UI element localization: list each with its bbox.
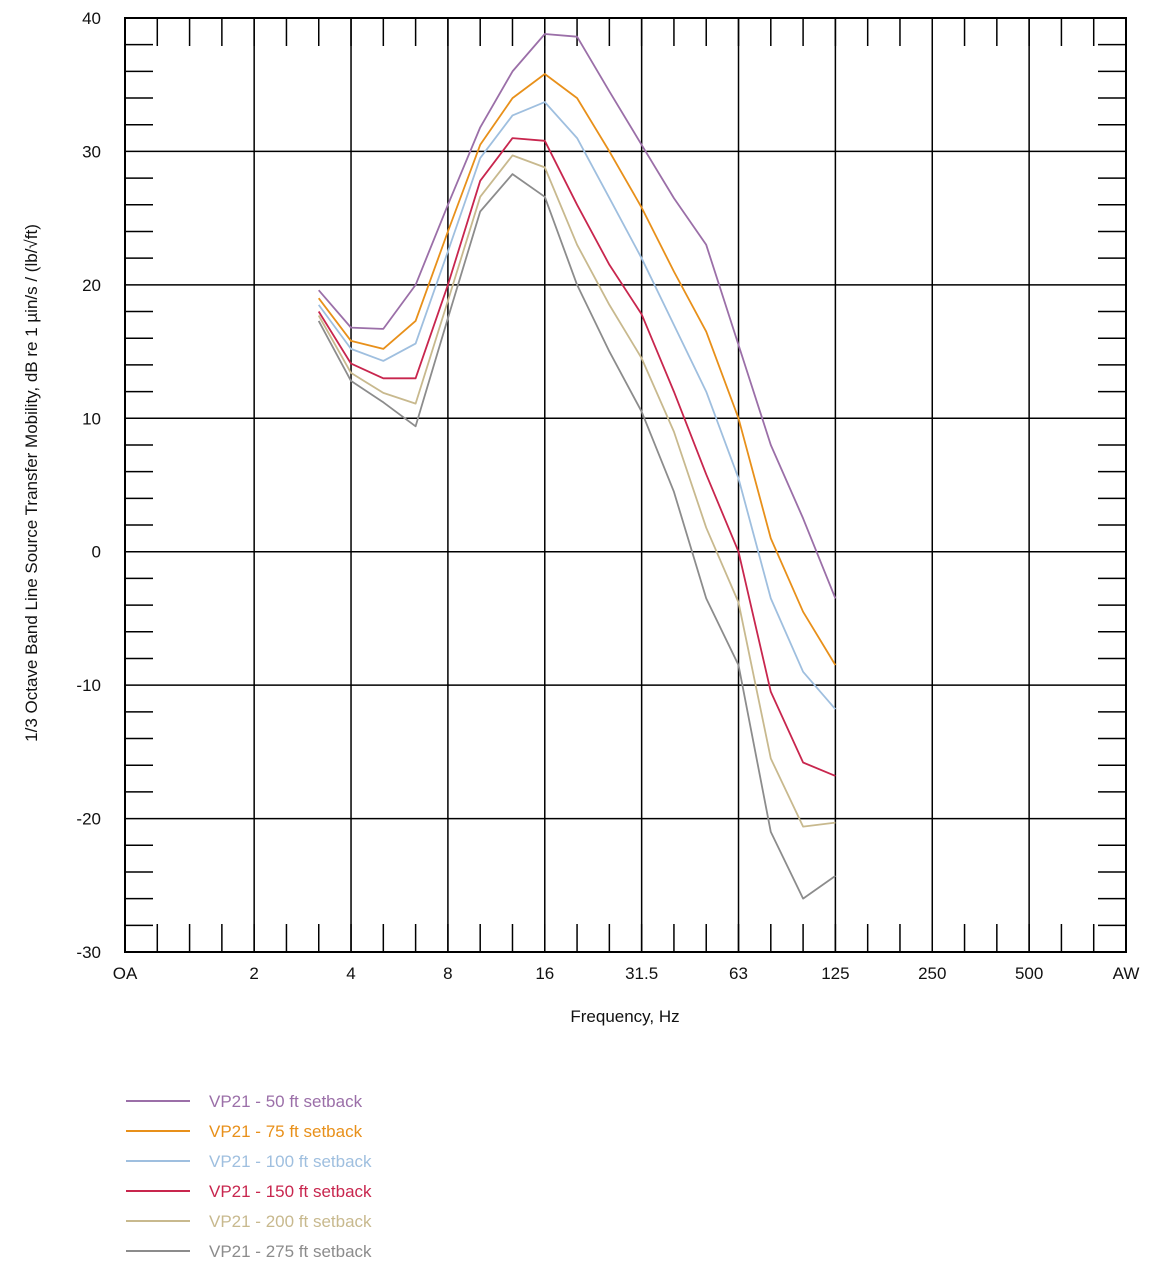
- y-tick-label: 40: [82, 9, 101, 28]
- plot-frame: [124, 17, 1127, 953]
- x-tick-labels: OA 2 4 8 16 31.5 63 125 250 500 AW: [113, 964, 1140, 983]
- axis-ticks: [124, 18, 1127, 952]
- x-tick-label: 8: [443, 964, 452, 983]
- legend-label: VP21 - 275 ft setback: [209, 1242, 372, 1261]
- y-tick-label: 30: [82, 142, 101, 161]
- series-line: [317, 73, 837, 666]
- series-line: [317, 173, 836, 900]
- y-axis-title: 1/3 Octave Band Line Source Transfer Mob…: [22, 224, 41, 742]
- x-tick-label: 125: [821, 964, 849, 983]
- legend-label: VP21 - 100 ft setback: [209, 1152, 372, 1171]
- legend-label: VP21 - 150 ft setback: [209, 1182, 372, 1201]
- x-tick-label: AW: [1113, 964, 1140, 983]
- series-lines: [317, 33, 837, 900]
- y-tick-label: -10: [76, 676, 101, 695]
- y-tick-label: 20: [82, 276, 101, 295]
- y-tick-label: -20: [76, 810, 101, 829]
- legend-label: VP21 - 75 ft setback: [209, 1122, 363, 1141]
- y-tick-label: 0: [92, 543, 101, 562]
- y-tick-label: -30: [76, 943, 101, 962]
- x-tick-label: 31.5: [625, 964, 658, 983]
- x-tick-label: OA: [113, 964, 138, 983]
- series-line: [317, 137, 836, 777]
- grid: [124, 17, 1127, 953]
- legend-label: VP21 - 200 ft setback: [209, 1212, 372, 1231]
- x-axis-title: Frequency, Hz: [570, 1007, 679, 1026]
- x-tick-label: 4: [346, 964, 355, 983]
- y-tick-label: 10: [82, 409, 101, 428]
- x-tick-label: 63: [729, 964, 748, 983]
- x-tick-label: 250: [918, 964, 946, 983]
- series-line: [318, 33, 837, 599]
- y-tick-labels: 40 30 20 10 0 -10 -20 -30: [76, 9, 101, 962]
- legend: VP21 - 50 ft setback VP21 - 75 ft setback…: [126, 1092, 372, 1261]
- series-line: [317, 154, 836, 828]
- x-tick-label: 500: [1015, 964, 1043, 983]
- x-tick-label: 2: [249, 964, 258, 983]
- legend-label: VP21 - 50 ft setback: [209, 1092, 363, 1111]
- x-tick-label: 16: [535, 964, 554, 983]
- series-line: [317, 101, 837, 710]
